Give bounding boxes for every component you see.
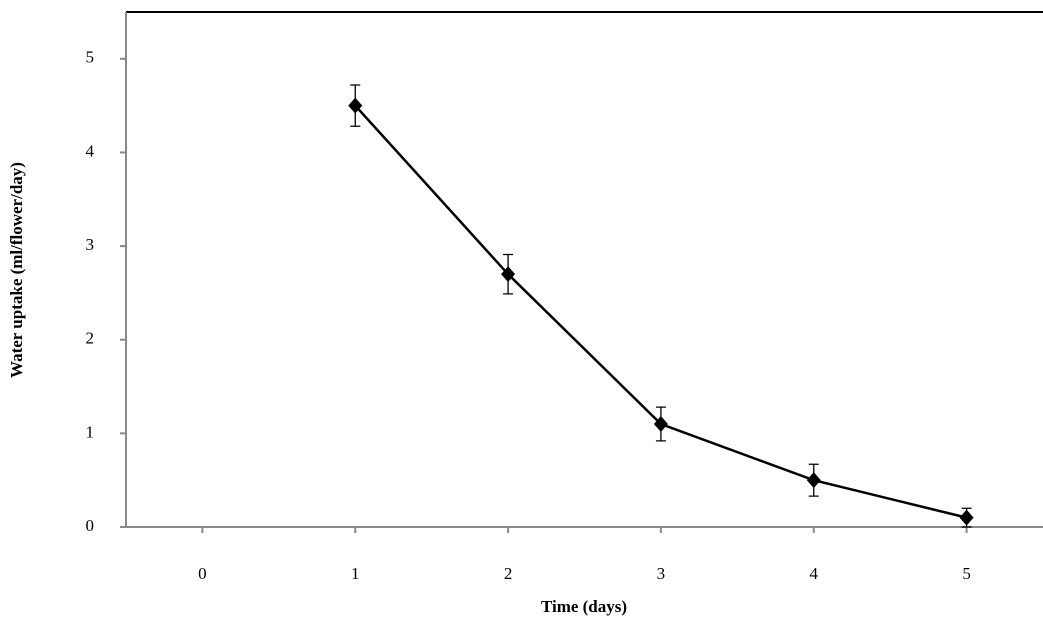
y-tick-label: 5	[86, 48, 95, 67]
x-tick-label: 5	[962, 564, 971, 583]
x-axis-title: Time (days)	[541, 597, 627, 616]
x-tick-label: 1	[351, 564, 360, 583]
x-tick-label: 3	[657, 564, 666, 583]
y-tick-label: 2	[86, 329, 95, 348]
x-tick-label: 4	[810, 564, 819, 583]
series-line	[354, 104, 967, 519]
y-tick-label: 4	[86, 141, 95, 160]
marker	[348, 97, 363, 114]
marker	[806, 472, 821, 489]
y-tick-label: 1	[86, 422, 95, 441]
marker	[501, 266, 516, 283]
y-tick-label: 0	[86, 516, 95, 535]
x-tick-label: 0	[198, 564, 207, 583]
marker	[959, 509, 974, 526]
y-tick-label: 3	[86, 235, 95, 254]
y-axis-title: Water uptake (ml/flower/day)	[7, 162, 26, 378]
x-tick-label: 2	[504, 564, 513, 583]
marker	[653, 416, 668, 432]
